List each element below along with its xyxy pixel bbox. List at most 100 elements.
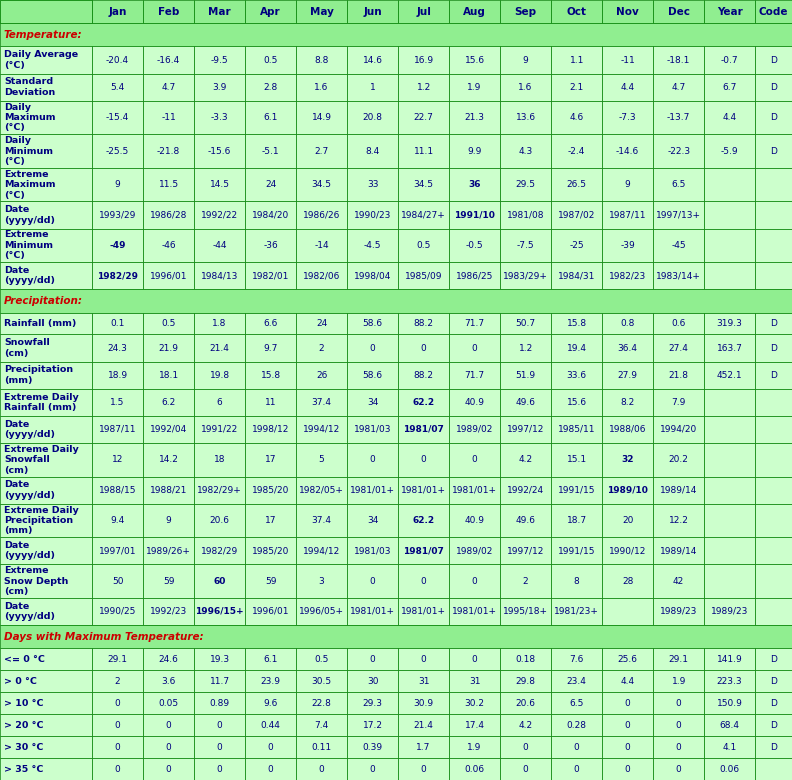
Bar [449, 714, 500, 736]
Bar [92, 47, 143, 73]
Bar [755, 758, 792, 780]
Text: -5.9: -5.9 [721, 147, 738, 155]
Bar [602, 201, 653, 229]
Text: 0: 0 [421, 343, 427, 353]
Text: Daily Average
(°C): Daily Average (°C) [4, 51, 78, 69]
Bar [551, 692, 602, 714]
Bar [653, 565, 704, 598]
Text: 4.4: 4.4 [722, 113, 737, 122]
Bar [347, 0, 398, 23]
Bar [143, 598, 194, 625]
Text: 1989/23: 1989/23 [711, 607, 748, 616]
Text: 0: 0 [676, 721, 682, 729]
Bar [704, 201, 755, 229]
Text: D: D [770, 654, 777, 664]
Text: 1.2: 1.2 [417, 83, 431, 92]
Text: 15.8: 15.8 [566, 319, 587, 328]
Text: -0.5: -0.5 [466, 241, 483, 250]
Text: 0: 0 [676, 764, 682, 774]
Bar [398, 101, 449, 134]
Bar [653, 388, 704, 416]
Text: 20.8: 20.8 [363, 113, 383, 122]
Text: 0.8: 0.8 [620, 319, 635, 328]
Text: 1989/14: 1989/14 [660, 546, 697, 555]
Text: 1.9: 1.9 [467, 83, 482, 92]
Text: Daily
Minimum
(°C): Daily Minimum (°C) [4, 136, 53, 166]
Text: 1.2: 1.2 [519, 343, 533, 353]
Bar [602, 388, 653, 416]
Bar [92, 736, 143, 758]
Bar [194, 504, 245, 537]
Text: 49.6: 49.6 [516, 398, 535, 406]
Bar [347, 598, 398, 625]
Text: Daily
Maximum
(°C): Daily Maximum (°C) [4, 103, 55, 133]
Text: 11.7: 11.7 [210, 677, 230, 686]
Bar [347, 537, 398, 565]
Text: 150.9: 150.9 [717, 699, 743, 707]
Bar [602, 362, 653, 388]
Text: 5: 5 [318, 456, 325, 464]
Bar [347, 134, 398, 168]
Text: 1984/20: 1984/20 [252, 211, 289, 219]
Bar [551, 670, 602, 692]
Text: -0.7: -0.7 [721, 55, 738, 65]
Bar [92, 416, 143, 443]
Bar [92, 262, 143, 289]
Text: 8.8: 8.8 [314, 55, 329, 65]
Text: 1994/20: 1994/20 [660, 425, 697, 434]
Bar [755, 362, 792, 388]
Text: 19.8: 19.8 [210, 370, 230, 380]
Text: 30.2: 30.2 [465, 699, 485, 707]
Text: Date
(yyyy/dd): Date (yyyy/dd) [4, 266, 55, 285]
Bar [398, 443, 449, 477]
Bar [398, 477, 449, 504]
Bar [245, 335, 296, 362]
Text: 1990/25: 1990/25 [99, 607, 136, 616]
Text: Extreme
Snow Depth
(cm): Extreme Snow Depth (cm) [4, 566, 68, 596]
Bar [0, 736, 92, 758]
Bar [500, 134, 551, 168]
Text: 23.9: 23.9 [261, 677, 280, 686]
Text: 21.4: 21.4 [210, 343, 230, 353]
Text: 1.6: 1.6 [519, 83, 533, 92]
Text: Extreme Daily
Snowfall
(cm): Extreme Daily Snowfall (cm) [4, 445, 78, 475]
Text: 1988/06: 1988/06 [609, 425, 646, 434]
Bar [0, 625, 792, 648]
Bar [0, 335, 92, 362]
Text: 2.8: 2.8 [264, 83, 278, 92]
Text: Precipitation:: Precipitation: [4, 296, 83, 306]
Bar [194, 443, 245, 477]
Text: 62.2: 62.2 [413, 398, 435, 406]
Bar [296, 714, 347, 736]
Bar [500, 362, 551, 388]
Text: 0: 0 [472, 343, 478, 353]
Text: 0: 0 [166, 721, 172, 729]
Bar [194, 477, 245, 504]
Text: -2.4: -2.4 [568, 147, 585, 155]
Text: 1992/24: 1992/24 [507, 486, 544, 495]
Text: 36: 36 [468, 180, 481, 190]
Bar [0, 289, 792, 313]
Bar [245, 416, 296, 443]
Bar [551, 262, 602, 289]
Text: 0: 0 [573, 764, 580, 774]
Bar [449, 201, 500, 229]
Text: 7.4: 7.4 [314, 721, 329, 729]
Bar [194, 262, 245, 289]
Bar [449, 565, 500, 598]
Bar [755, 134, 792, 168]
Text: 62.2: 62.2 [413, 516, 435, 525]
Bar [347, 313, 398, 335]
Bar [551, 648, 602, 670]
Bar [449, 73, 500, 101]
Bar [551, 313, 602, 335]
Text: 88.2: 88.2 [413, 370, 434, 380]
Bar [143, 443, 194, 477]
Text: Dec: Dec [668, 6, 690, 16]
Bar [704, 262, 755, 289]
Bar [551, 335, 602, 362]
Bar [500, 477, 551, 504]
Bar [194, 134, 245, 168]
Text: 223.3: 223.3 [717, 677, 742, 686]
Text: 0: 0 [676, 743, 682, 752]
